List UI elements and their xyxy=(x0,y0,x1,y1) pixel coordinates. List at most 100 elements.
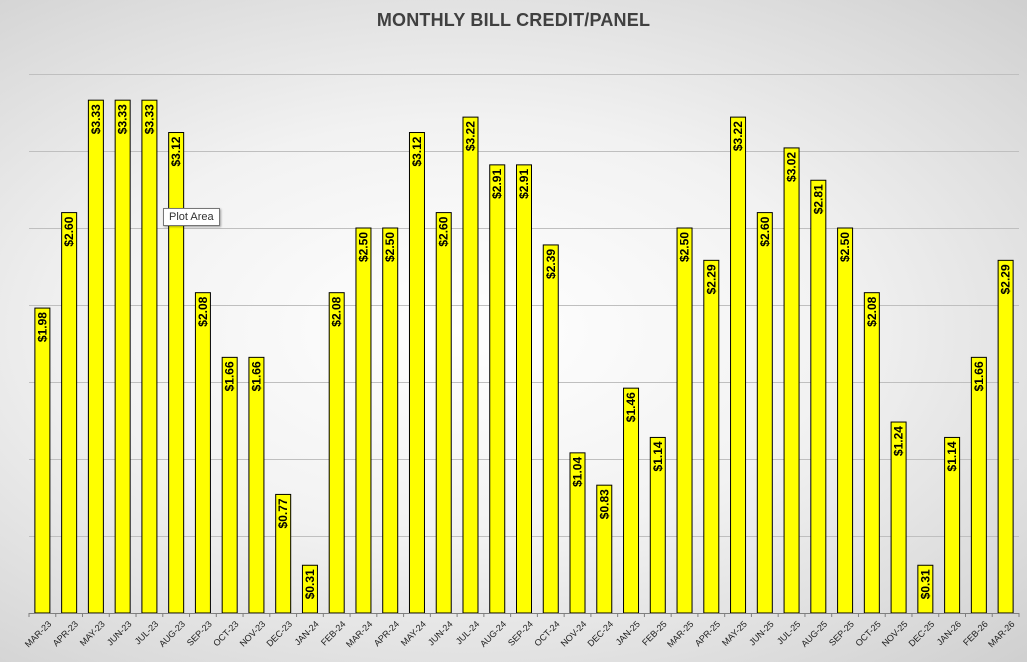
data-label: $3.22 xyxy=(731,121,745,151)
data-label: $1.04 xyxy=(571,457,585,487)
bar-oct-24[interactable] xyxy=(542,244,559,614)
data-labels: $1.98 $2.60 $3.33 $3.33 $3.33 $3.12 $2.08 $1.66… xyxy=(35,104,1012,599)
data-label: $0.77 xyxy=(276,498,290,528)
bar-mar-23[interactable] xyxy=(34,307,51,614)
x-tick-label: MAY-24 xyxy=(399,619,428,648)
x-tick-label: FEB-26 xyxy=(961,619,990,648)
bar-jul-24[interactable] xyxy=(462,116,479,614)
data-label: $2.91 xyxy=(490,169,504,199)
bar-aug-24[interactable] xyxy=(489,164,506,614)
bar-mar-25[interactable] xyxy=(676,227,693,614)
bar-feb-24[interactable] xyxy=(328,292,345,614)
data-label: $2.60 xyxy=(62,216,76,246)
bar-mar-26[interactable] xyxy=(997,259,1014,614)
x-tick-label: AUG-24 xyxy=(478,619,508,649)
data-label: $2.29 xyxy=(999,264,1013,294)
x-tick-label: NOV-25 xyxy=(880,619,910,649)
x-tick-label: FEB-25 xyxy=(640,619,669,648)
x-tick-label: SEP-23 xyxy=(185,619,214,648)
data-label: $2.08 xyxy=(330,296,344,326)
data-label: $2.50 xyxy=(838,232,852,262)
x-tick-label: JUN-25 xyxy=(747,619,776,648)
x-tick-label: MAY-23 xyxy=(78,619,107,648)
data-label: $2.60 xyxy=(437,216,451,246)
data-label: $3.02 xyxy=(785,152,799,182)
x-axis xyxy=(28,613,1020,617)
x-tick-label: AUG-25 xyxy=(799,619,829,649)
bar-sep-23[interactable] xyxy=(194,292,211,614)
bar-jul-23[interactable] xyxy=(141,99,158,614)
bar-feb-26[interactable] xyxy=(970,356,987,614)
bar-apr-24[interactable] xyxy=(382,227,399,614)
bar-aug-23[interactable] xyxy=(168,132,185,614)
bar-apr-25[interactable] xyxy=(703,259,720,614)
data-label: $2.50 xyxy=(678,232,692,262)
bar-nov-23[interactable] xyxy=(248,356,265,614)
bar-may-24[interactable] xyxy=(408,132,425,614)
bar-may-23[interactable] xyxy=(87,99,104,614)
x-tick-label: DEC-23 xyxy=(264,619,294,649)
x-tick-label: DEC-24 xyxy=(586,619,616,649)
bar-may-25[interactable] xyxy=(730,116,747,614)
data-label: $1.66 xyxy=(223,361,237,391)
data-label: $2.29 xyxy=(704,264,718,294)
data-label: $2.08 xyxy=(865,296,879,326)
x-tick-label: AUG-23 xyxy=(157,619,187,649)
bar-jul-25[interactable] xyxy=(783,147,800,614)
x-tick-label: JAN-26 xyxy=(935,619,963,647)
data-label: $1.46 xyxy=(624,392,638,422)
data-label: $3.12 xyxy=(410,136,424,166)
bar-oct-25[interactable] xyxy=(863,292,880,614)
x-tick-label: JAN-24 xyxy=(293,619,321,647)
data-label: $1.24 xyxy=(892,426,906,456)
data-label: $1.66 xyxy=(972,361,986,391)
data-label: $2.08 xyxy=(196,296,210,326)
x-tick-label: OCT-25 xyxy=(853,619,882,648)
data-label: $0.31 xyxy=(918,569,932,599)
x-tick-label: APR-23 xyxy=(51,619,80,648)
x-tick-label: SEP-25 xyxy=(827,619,856,648)
data-label: $3.22 xyxy=(463,121,477,151)
x-tick-label: NOV-23 xyxy=(238,619,268,649)
x-tick-label: OCT-23 xyxy=(211,619,240,648)
x-tick-label: SEP-24 xyxy=(506,619,535,648)
x-tick-label: DEC-25 xyxy=(907,619,937,649)
x-tick-label: APR-24 xyxy=(372,619,401,648)
data-label: $3.33 xyxy=(142,104,156,134)
bar-jun-25[interactable] xyxy=(756,212,773,614)
x-tick-label: APR-25 xyxy=(693,619,722,648)
data-label: $1.14 xyxy=(945,441,959,471)
bar-aug-25[interactable] xyxy=(810,179,827,614)
chart-title: MONTHLY BILL CREDIT/PANEL xyxy=(376,10,651,30)
bar-sep-25[interactable] xyxy=(837,227,854,614)
x-tick-label: MAR-24 xyxy=(344,619,374,649)
bar-oct-23[interactable] xyxy=(221,356,238,614)
data-label: $3.12 xyxy=(169,136,183,166)
x-tick-label: JAN-25 xyxy=(614,619,642,647)
data-label: $2.91 xyxy=(517,169,531,199)
x-tick-label: MAY-25 xyxy=(720,619,749,648)
data-label: $1.66 xyxy=(249,361,263,391)
bar-mar-24[interactable] xyxy=(355,227,372,614)
data-label: $2.39 xyxy=(544,249,558,279)
data-label: $2.50 xyxy=(383,232,397,262)
x-tick-label: JUN-24 xyxy=(426,619,455,648)
bar-apr-23[interactable] xyxy=(61,212,78,614)
x-tick-label: JUN-23 xyxy=(105,619,134,648)
data-label: $2.60 xyxy=(758,216,772,246)
data-label: $2.81 xyxy=(811,184,825,214)
bar-jun-23[interactable] xyxy=(114,99,131,614)
x-tick-label: MAR-26 xyxy=(986,619,1016,649)
bar-sep-24[interactable] xyxy=(516,164,532,614)
bars xyxy=(34,99,1014,614)
x-tick-label: OCT-24 xyxy=(532,619,561,648)
data-label: $1.14 xyxy=(651,441,665,471)
data-label: $3.33 xyxy=(116,104,130,134)
data-label: $2.50 xyxy=(356,232,370,262)
x-tick-label: NOV-24 xyxy=(559,619,589,649)
x-tick-label: MAR-23 xyxy=(23,619,53,649)
x-tick-label: FEB-24 xyxy=(319,619,348,648)
bar-jun-24[interactable] xyxy=(435,212,452,614)
